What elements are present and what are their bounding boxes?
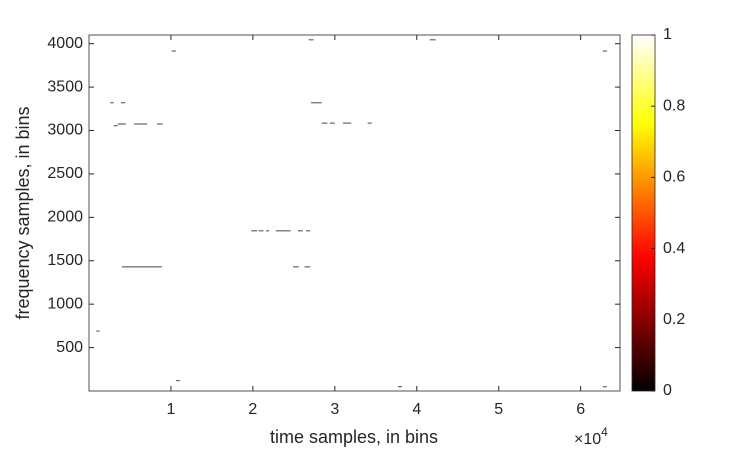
colorbar	[631, 34, 656, 392]
x-tick-label: 2	[248, 401, 257, 418]
x-tick-label: 5	[494, 401, 503, 418]
segment	[175, 379, 180, 382]
segment	[171, 50, 176, 52]
segment	[117, 123, 126, 125]
segment	[397, 386, 403, 388]
segment	[113, 125, 118, 127]
segment	[266, 230, 270, 232]
segment	[304, 266, 311, 268]
segment	[321, 122, 328, 124]
y-tick-label: 3500	[47, 78, 83, 95]
segment	[429, 39, 436, 41]
segment	[96, 330, 100, 332]
segment	[258, 230, 264, 232]
x-multiplier: ×104	[574, 425, 608, 448]
y-tick-label: 2500	[47, 165, 83, 182]
segment	[275, 230, 291, 232]
segment	[251, 230, 257, 232]
y-tick-label: 4000	[47, 35, 83, 52]
colorbar-tick-label: 0.8	[663, 97, 685, 114]
x-tick-label: 4	[412, 401, 421, 418]
plot-background	[89, 35, 620, 391]
colorbar-tick-label: 0	[663, 382, 672, 399]
y-tick-label: 500	[56, 339, 83, 356]
segment	[329, 122, 335, 124]
y-tick-label: 1500	[47, 252, 83, 269]
segment	[343, 122, 352, 124]
segment	[121, 266, 162, 268]
colorbar-tick-label: 0.2	[663, 311, 685, 328]
segment	[120, 102, 126, 104]
segment	[134, 123, 148, 125]
segment	[157, 123, 163, 125]
segment	[306, 230, 311, 232]
x-tick-label: 1	[166, 401, 175, 418]
y-axis-label: frequency samples, in bins	[13, 106, 33, 319]
x-tick-label: 6	[576, 401, 585, 418]
y-tick-label: 3000	[47, 122, 83, 139]
x-axis-label: time samples, in bins	[270, 427, 438, 447]
segment	[311, 102, 322, 104]
colorbar-tick-label: 0.6	[663, 169, 685, 186]
x-multiplier-base: ×10	[574, 431, 601, 448]
segment	[308, 39, 314, 41]
segment	[293, 266, 299, 268]
segment	[602, 386, 607, 388]
segment	[110, 102, 114, 104]
colorbar-tick-label: 0.4	[663, 240, 685, 257]
segment	[297, 230, 303, 232]
segment	[367, 122, 372, 124]
x-multiplier-exponent: 4	[601, 425, 608, 439]
plot-frame	[88, 34, 621, 392]
y-tick-label: 2000	[47, 209, 83, 226]
colorbar-tick-label: 1	[663, 26, 672, 43]
y-tick-label: 1000	[47, 295, 83, 312]
segment	[602, 50, 607, 52]
x-tick-label: 3	[330, 401, 339, 418]
